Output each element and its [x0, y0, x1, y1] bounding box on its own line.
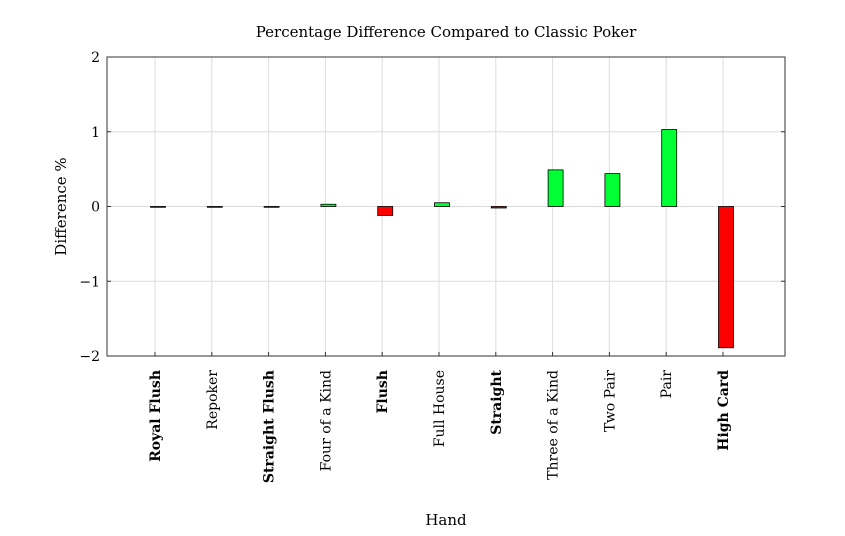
x-tick-label: Straight Flush — [262, 370, 278, 483]
y-tick-label: 0 — [91, 200, 100, 216]
x-tick-label: Repoker — [205, 370, 221, 430]
bar-high-card — [718, 206, 734, 349]
bar-straight-flush — [263, 206, 280, 208]
bar-flush — [377, 206, 394, 216]
bar-full-house — [434, 202, 450, 207]
x-axis-label: Hand — [425, 511, 467, 529]
bar-two-pair — [604, 173, 621, 207]
x-tick-label: Two Pair — [602, 370, 618, 432]
bar-pair — [661, 129, 678, 207]
bar-straight — [490, 206, 507, 209]
bar-repoker — [206, 206, 223, 208]
y-tick-labels: −2 −1 0 1 2 — [79, 50, 785, 365]
x-tick-labels: Royal Flush Repoker Straight Flush Four of … — [148, 352, 732, 483]
x-tick-label: Full House — [432, 370, 448, 447]
bar-royal-flush — [150, 206, 166, 208]
y-axis-label: Difference % — [52, 157, 70, 255]
x-tick-label: Royal Flush — [148, 370, 164, 462]
y-tick-label: 1 — [91, 125, 100, 141]
bars — [150, 129, 734, 349]
x-tick-label: Flush — [375, 370, 391, 414]
x-tick-label: Three of a Kind — [546, 370, 562, 480]
chart-title: Percentage Difference Compared to Classi… — [256, 23, 637, 41]
y-tick-label: 2 — [91, 50, 100, 66]
x-tick-label: Pair — [659, 370, 675, 399]
y-tick-label: −2 — [79, 349, 100, 365]
x-tick-label: Straight — [489, 369, 505, 434]
bar-four-of-a-kind — [320, 203, 337, 207]
x-tick-label: Four of a Kind — [318, 370, 334, 471]
x-tick-label: High Card — [716, 370, 732, 451]
bar-three-of-a-kind — [547, 169, 564, 207]
y-tick-label: −1 — [79, 274, 100, 290]
